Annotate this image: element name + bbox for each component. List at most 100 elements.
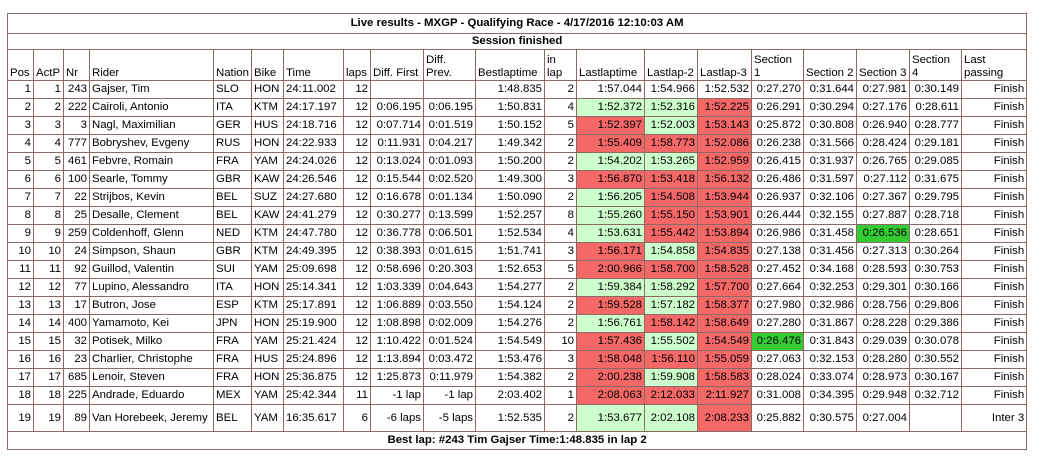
cell-best: 1:52.535 xyxy=(475,404,545,432)
cell-s4: 0:30.552 xyxy=(909,350,962,369)
cell-s3: 0:28.593 xyxy=(856,260,910,279)
column-header: Pos xyxy=(7,49,34,81)
cell-s3: 0:29.301 xyxy=(856,278,910,297)
cell-best: 1:50.831 xyxy=(475,98,545,117)
cell-passing: Finish xyxy=(960,116,1028,135)
cell-nr: 225 xyxy=(63,386,90,405)
cell-time: 24:17.197 xyxy=(283,98,344,117)
cell-diff-prev: 0:06.501 xyxy=(423,224,476,243)
cell-last2: 1:57.182 xyxy=(644,296,698,315)
cell-inlap: 4 xyxy=(544,224,577,243)
cell-s4: 0:31.675 xyxy=(909,170,962,189)
column-header: Bike xyxy=(251,49,284,81)
cell-bike: HON xyxy=(251,278,284,297)
cell-last3: 1:58.649 xyxy=(697,314,752,333)
cell-bike: YAM xyxy=(251,260,284,279)
cell-s3: 0:29.948 xyxy=(856,386,910,405)
cell-inlap: 2 xyxy=(544,278,577,297)
cell-pos: 7 xyxy=(7,188,34,207)
cell-s2: 0:32.155 xyxy=(803,206,857,225)
cell-rider: Coldenhoff, Glenn xyxy=(89,224,214,243)
cell-last: 2:00.238 xyxy=(576,368,645,387)
cell-nr: 777 xyxy=(63,134,90,153)
cell-passing: Finish xyxy=(960,170,1028,189)
cell-last: 1:56.171 xyxy=(576,242,645,261)
cell-laps: 12 xyxy=(343,170,371,189)
cell-s4: 0:29.085 xyxy=(909,152,962,171)
cell-last2: 1:53.265 xyxy=(644,152,698,171)
cell-nr: 400 xyxy=(63,314,90,333)
cell-s2: 0:34.168 xyxy=(803,260,857,279)
cell-last: 1:56.870 xyxy=(576,170,645,189)
cell-last: 1:53.631 xyxy=(576,224,645,243)
table-row: 7 7 22 Strijbos, Kevin BEL SUZ 24:27.680 12 0:16… xyxy=(7,188,1028,207)
cell-s3: 0:26.765 xyxy=(856,152,910,171)
cell-s2: 0:30.294 xyxy=(803,98,857,117)
cell-diff-prev: 0:01.615 xyxy=(423,242,476,261)
cell-inlap: 2 xyxy=(544,152,577,171)
cell-diff-first: 0:16.678 xyxy=(370,188,424,207)
cell-actp: 10 xyxy=(33,242,64,261)
cell-pos: 9 xyxy=(7,224,34,243)
cell-s4: 0:32.712 xyxy=(909,386,962,405)
cell-actp: 12 xyxy=(33,278,64,297)
cell-actp: 18 xyxy=(33,386,64,405)
column-header: Nation xyxy=(213,49,252,81)
cell-last2: 1:53.418 xyxy=(644,170,698,189)
cell-rider: Strijbos, Kevin xyxy=(89,188,214,207)
column-header: Nr xyxy=(63,49,90,81)
cell-last2: 1:52.316 xyxy=(644,98,698,117)
cell-rider: Nagl, Maximilian xyxy=(89,116,214,135)
cell-rider: Andrade, Eduardo xyxy=(89,386,214,405)
cell-inlap: 5 xyxy=(544,116,577,135)
cell-laps: 12 xyxy=(343,80,371,99)
cell-inlap: 2 xyxy=(544,404,577,432)
cell-best: 1:54.277 xyxy=(475,278,545,297)
cell-time: 25:42.344 xyxy=(283,386,344,405)
cell-last3: 1:54.549 xyxy=(697,332,752,351)
cell-inlap: 4 xyxy=(544,98,577,117)
cell-bike: KAW xyxy=(251,206,284,225)
table-row: 18 18 225 Andrade, Eduardo MEX YAM 25:42.344 11… xyxy=(7,386,1028,405)
cell-last: 1:52.397 xyxy=(576,116,645,135)
cell-s2: 0:31.644 xyxy=(803,80,857,99)
cell-passing: Finish xyxy=(960,386,1028,405)
cell-actp: 4 xyxy=(33,134,64,153)
cell-s4: 0:30.753 xyxy=(909,260,962,279)
cell-bike: YAM xyxy=(251,404,284,432)
cell-nation: MEX xyxy=(213,386,252,405)
cell-nr: 89 xyxy=(63,404,90,432)
cell-laps: 12 xyxy=(343,260,371,279)
cell-time: 25:36.875 xyxy=(283,368,344,387)
cell-last2: 1:55.502 xyxy=(644,332,698,351)
column-header: Section 3 xyxy=(856,49,910,81)
cell-diff-prev: -5 laps xyxy=(423,404,476,432)
cell-nr: 222 xyxy=(63,98,90,117)
column-header: in lap xyxy=(544,49,577,81)
cell-passing: Finish xyxy=(960,278,1028,297)
cell-best: 1:52.257 xyxy=(475,206,545,225)
cell-passing: Inter 3 xyxy=(960,404,1028,432)
cell-pos: 3 xyxy=(7,116,34,135)
cell-s1: 0:27.664 xyxy=(751,278,804,297)
cell-bike: HON xyxy=(251,80,284,99)
cell-best: 1:52.653 xyxy=(475,260,545,279)
cell-nation: BEL xyxy=(213,188,252,207)
cell-s1: 0:31.008 xyxy=(751,386,804,405)
cell-inlap: 5 xyxy=(544,260,577,279)
cell-diff-first: 0:38.393 xyxy=(370,242,424,261)
cell-time: 24:26.546 xyxy=(283,170,344,189)
cell-nation: JPN xyxy=(213,314,252,333)
cell-last2: 2:02.108 xyxy=(644,404,698,432)
cell-s3: 0:27.004 xyxy=(856,404,910,432)
cell-s4 xyxy=(909,404,962,432)
cell-s2: 0:30.575 xyxy=(803,404,857,432)
cell-laps: 12 xyxy=(343,116,371,135)
cell-time: 24:41.279 xyxy=(283,206,344,225)
column-header: Lastlaptime xyxy=(576,49,645,81)
cell-bike: KTM xyxy=(251,242,284,261)
cell-nr: 685 xyxy=(63,368,90,387)
column-header: Diff. Prev. xyxy=(423,49,476,81)
cell-s3: 0:28.973 xyxy=(856,368,910,387)
page-title: Live results - MXGP - Qualifying Race - … xyxy=(6,13,1028,34)
